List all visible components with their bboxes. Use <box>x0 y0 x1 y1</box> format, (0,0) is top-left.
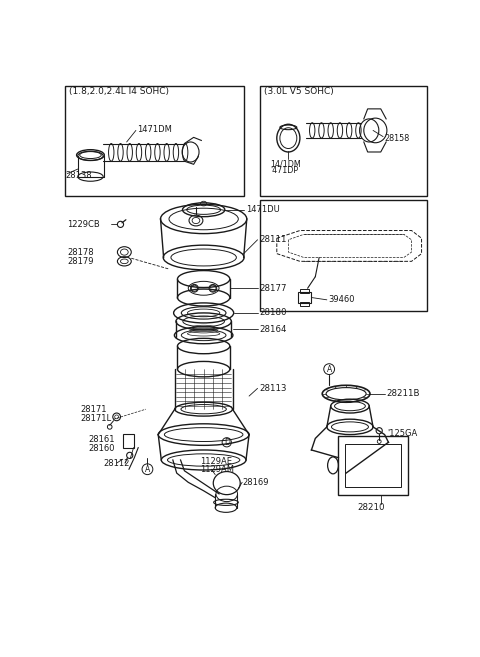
Text: 28158: 28158 <box>384 133 410 143</box>
Text: 28113: 28113 <box>259 384 287 393</box>
Text: 28210: 28210 <box>358 503 385 512</box>
Text: (3.0L V5 SOHC): (3.0L V5 SOHC) <box>264 87 334 96</box>
Text: 28112: 28112 <box>104 459 130 468</box>
Text: 28179: 28179 <box>67 257 94 266</box>
Text: 28171L: 28171L <box>81 414 111 423</box>
Text: 1129AM: 1129AM <box>200 466 234 474</box>
Text: 28160: 28160 <box>88 444 115 453</box>
Text: '471DP: '471DP <box>271 166 299 175</box>
Bar <box>260 200 427 311</box>
Bar <box>298 292 312 303</box>
Text: 28177: 28177 <box>259 284 287 293</box>
Text: 14/1DM: 14/1DM <box>271 159 301 168</box>
Text: 28180: 28180 <box>259 308 287 317</box>
Bar <box>123 434 133 447</box>
Bar <box>300 289 309 293</box>
Text: A: A <box>145 464 150 474</box>
Text: 28178: 28178 <box>67 248 94 257</box>
Text: (1.8,2.0,2.4L I4 SOHC): (1.8,2.0,2.4L I4 SOHC) <box>69 87 169 96</box>
Bar <box>338 436 408 495</box>
Text: 28111: 28111 <box>259 235 287 244</box>
Text: 28164: 28164 <box>259 325 287 334</box>
Text: D: D <box>224 438 230 447</box>
Text: 28138: 28138 <box>65 171 92 181</box>
Text: 1229CB: 1229CB <box>67 220 100 229</box>
Text: 1129AE: 1129AE <box>200 457 232 466</box>
Text: 1471DM: 1471DM <box>137 125 172 134</box>
Text: A: A <box>326 365 332 374</box>
Text: '125GA: '125GA <box>387 429 417 438</box>
Bar <box>345 444 401 487</box>
Text: 28171: 28171 <box>81 405 107 415</box>
Text: 28211B: 28211B <box>386 389 420 398</box>
Text: 1471DU: 1471DU <box>246 205 280 214</box>
Text: 28169: 28169 <box>242 478 269 487</box>
Text: 28161: 28161 <box>88 436 115 445</box>
Text: 39460: 39460 <box>328 296 355 304</box>
Bar <box>260 86 427 196</box>
Bar <box>65 86 244 196</box>
Bar <box>300 302 309 306</box>
